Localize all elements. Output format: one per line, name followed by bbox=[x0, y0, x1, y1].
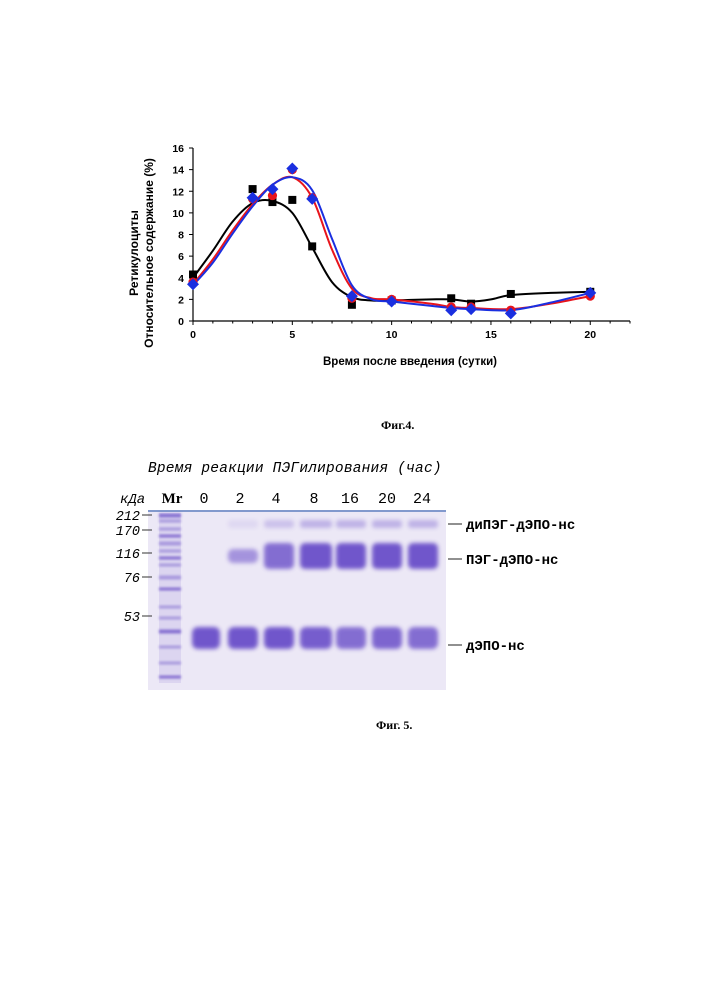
lane-label-2h: 2 bbox=[235, 491, 244, 508]
chart-ticks: 0 2 4 6 8 10 12 14 16 0 5 10 15 20 bbox=[172, 143, 630, 341]
band-dipeg bbox=[408, 520, 438, 528]
series-1-line bbox=[193, 200, 590, 301]
mw-label-76: 76 bbox=[124, 572, 140, 587]
y-tick-label: 10 bbox=[172, 208, 184, 220]
ladder-smear bbox=[159, 513, 181, 683]
y-tick-label: 2 bbox=[178, 294, 184, 306]
band-dipeg bbox=[336, 520, 366, 528]
band-labels: диПЭГ-дЭПО-нс ПЭГ-дЭПО-нс дЭПО-нс bbox=[448, 518, 575, 655]
band-peg bbox=[336, 543, 366, 569]
x-tick-label: 0 bbox=[190, 329, 196, 341]
band-depo bbox=[228, 627, 258, 649]
lane-label-24h: 24 bbox=[413, 491, 431, 508]
y-tick-label: 16 bbox=[172, 143, 184, 155]
band-dipeg bbox=[372, 520, 402, 528]
band-peg bbox=[264, 543, 294, 569]
x-axis-label: Время после введения (сутки) bbox=[323, 356, 497, 368]
series-1-point bbox=[447, 294, 455, 302]
series-3-point bbox=[266, 183, 278, 195]
marker-ladder bbox=[159, 513, 181, 683]
band-depo bbox=[300, 627, 332, 649]
band-depo bbox=[264, 627, 294, 649]
gel-figure: кДа Mr0248162024 2121701167653 диПЭГ-дЭП… bbox=[110, 485, 650, 695]
x-tick-label: 10 bbox=[386, 329, 398, 341]
series-3-point bbox=[386, 296, 398, 308]
band-dipeg bbox=[228, 520, 258, 528]
band-depo bbox=[192, 627, 220, 649]
y-tick-label: 6 bbox=[178, 251, 184, 263]
lane-label-20h: 20 bbox=[378, 491, 396, 508]
y-axis-label-line2: Относительное содержание (%) bbox=[142, 158, 156, 348]
reticulocyte-chart: 0 2 4 6 8 10 12 14 16 0 5 10 15 20 Ретикулоциты Относ… bbox=[118, 135, 638, 375]
y-axis-label-line1: Ретикулоциты bbox=[127, 210, 141, 296]
series-3-point bbox=[306, 193, 318, 205]
chart-points bbox=[187, 163, 596, 320]
chart-axes bbox=[193, 148, 630, 321]
series-1-point bbox=[288, 196, 296, 204]
band-depo bbox=[336, 627, 366, 649]
series-3-point bbox=[286, 163, 298, 175]
band-peg bbox=[300, 543, 332, 569]
lane-labels: Mr0248162024 bbox=[162, 491, 431, 508]
y-tick-label: 12 bbox=[172, 186, 184, 198]
mw-label-53: 53 bbox=[124, 611, 140, 626]
kda-label: кДа bbox=[120, 492, 145, 508]
y-tick-label: 14 bbox=[172, 165, 184, 177]
lane-label-4h: 4 bbox=[271, 491, 280, 508]
lane-label-16h: 16 bbox=[341, 491, 359, 508]
figure-5-caption: Фиг. 5. bbox=[376, 718, 412, 733]
band-label: дЭПО-нс bbox=[466, 639, 525, 655]
y-tick-label: 0 bbox=[178, 316, 184, 328]
gel-title: Время реакции ПЭГилирования (час) bbox=[148, 461, 442, 477]
band-depo bbox=[408, 627, 438, 649]
x-tick-label: 20 bbox=[584, 329, 596, 341]
x-tick-label: 5 bbox=[289, 329, 295, 341]
band-label: диПЭГ-дЭПО-нс bbox=[466, 518, 575, 534]
band-label: ПЭГ-дЭПО-нс bbox=[466, 553, 558, 569]
y-tick-label: 8 bbox=[178, 230, 184, 242]
lane-label-0h: 0 bbox=[199, 491, 208, 508]
band-depo bbox=[372, 627, 402, 649]
x-tick-label: 15 bbox=[485, 329, 497, 341]
band-peg bbox=[372, 543, 402, 569]
series-1-point bbox=[507, 290, 515, 298]
band-peg bbox=[408, 543, 438, 569]
series-1-point bbox=[308, 242, 316, 250]
lane-label-marker: Mr bbox=[162, 491, 183, 507]
lane-label-8h: 8 bbox=[309, 491, 318, 508]
molecular-weight-labels: 212170 116 76 53 bbox=[116, 510, 152, 626]
mw-label-170: 170 bbox=[116, 525, 140, 540]
figure-4-caption: Фиг.4. bbox=[381, 418, 414, 433]
band-peg bbox=[228, 549, 258, 563]
mw-label-212: 212 bbox=[116, 510, 140, 525]
series-3-point bbox=[465, 303, 477, 315]
mw-label-116: 116 bbox=[116, 548, 140, 563]
y-tick-label: 4 bbox=[178, 273, 184, 285]
band-dipeg bbox=[300, 520, 332, 528]
series-1-point bbox=[189, 271, 197, 279]
gel-image bbox=[148, 510, 446, 690]
band-dipeg bbox=[264, 520, 294, 528]
